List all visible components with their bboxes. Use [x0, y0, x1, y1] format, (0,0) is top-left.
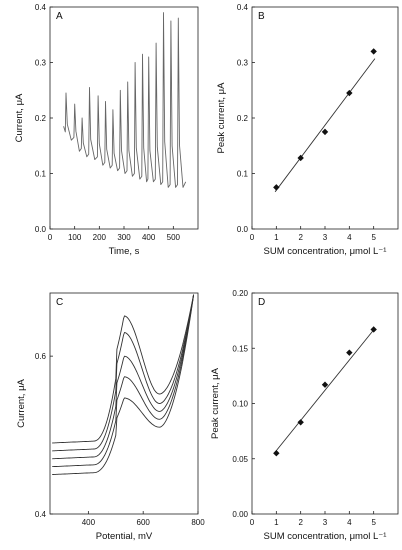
data-point [297, 154, 304, 162]
fit-line [274, 328, 376, 453]
x-tick-label: 4 [347, 518, 352, 527]
plot-frame [251, 6, 399, 230]
x-tick-label: 200 [93, 233, 107, 242]
y-tick-label: 0.05 [232, 455, 248, 464]
panel-label: B [258, 11, 265, 22]
data-point [370, 326, 377, 333]
x-tick-label: 400 [142, 233, 156, 242]
y-tick-label: 0.1 [237, 170, 249, 179]
y-tick-label: 0.00 [232, 510, 248, 519]
panel-d: 0 1 2 3 4 5 0.00 0.05 0.10 0.15 0.20 D SUM concentra… [210, 289, 399, 542]
y-tick-label: 0.4 [237, 3, 249, 12]
y-tick-label: 0.3 [35, 59, 47, 68]
y-tick-label: 0.1 [35, 170, 47, 179]
data-point [346, 349, 353, 356]
data-point [370, 48, 377, 55]
x-tick-label: 3 [323, 518, 328, 527]
y-tick-label: 0.0 [237, 225, 249, 234]
voltammogram-curve [52, 294, 195, 468]
x-tick-label: 1 [274, 233, 279, 242]
panel-label: D [258, 297, 265, 308]
x-tick-label: 400 [82, 518, 96, 527]
current-trace [63, 12, 187, 188]
panel-c: 400 600 800 0.4 0.6 C Potential, mV Current, μA [16, 292, 205, 542]
y-tick-label: 0.10 [232, 400, 248, 409]
y-tick-label: 0.6 [35, 352, 47, 361]
data-point [346, 89, 353, 97]
x-tick-label: 0 [250, 233, 255, 242]
x-tick-label: 500 [167, 233, 181, 242]
x-tick-label: 1 [274, 518, 279, 527]
y-tick-label: 0.2 [237, 114, 249, 123]
panel-label: C [56, 297, 63, 308]
x-axis-label: Potential, mV [96, 531, 153, 542]
plot-frame [49, 6, 199, 230]
y-tick-label: 0.4 [35, 510, 47, 519]
x-tick-label: 2 [298, 233, 303, 242]
y-tick-label: 0.15 [232, 344, 248, 353]
panel-label: A [56, 11, 63, 22]
x-tick-label: 4 [347, 233, 352, 242]
x-tick-label: 2 [298, 518, 303, 527]
y-tick-label: 0.3 [237, 59, 249, 68]
voltammogram-curve [52, 294, 195, 475]
y-axis-label: Current, μA [14, 93, 25, 142]
voltammogram-curve [52, 294, 195, 460]
data-point [321, 128, 329, 136]
panel-a: 0 100 200 300 400 500 0.0 0.1 0.2 0.3 0.4 A Time, s C… [14, 3, 199, 257]
x-tick-label: 3 [323, 233, 328, 242]
y-axis-label: Current, μA [16, 378, 27, 427]
y-tick-label: 0.4 [35, 3, 47, 12]
data-point [273, 184, 280, 191]
plot-frame [49, 292, 199, 515]
plot-frame [251, 292, 399, 515]
x-axis-label: SUM concentration, μmol L⁻¹ [264, 531, 387, 542]
voltammogram-curve [52, 294, 195, 444]
data-point [321, 381, 329, 388]
x-tick-label: 600 [137, 518, 151, 527]
x-tick-label: 0 [48, 233, 53, 242]
x-axis-label: Time, s [109, 246, 140, 257]
y-axis-label: Peak current, μA [210, 367, 221, 439]
voltammogram-curve [52, 294, 195, 452]
y-tick-label: 0.0 [35, 225, 47, 234]
x-axis-label: SUM concentration, μmol L⁻¹ [264, 246, 387, 257]
x-tick-label: 100 [68, 233, 82, 242]
x-tick-label: 300 [117, 233, 131, 242]
x-tick-label: 5 [371, 233, 376, 242]
panel-b: 0 1 2 3 4 5 0.0 0.1 0.2 0.3 0.4 B SUM concentration,… [216, 3, 399, 257]
data-point [297, 419, 304, 426]
fit-line [274, 58, 376, 193]
y-tick-label: 0.20 [232, 289, 248, 298]
x-tick-label: 800 [191, 518, 205, 527]
y-axis-label: Peak current, μA [216, 82, 227, 154]
x-tick-label: 0 [250, 518, 255, 527]
y-tick-label: 0.2 [35, 114, 47, 123]
data-point [273, 450, 280, 457]
x-tick-label: 5 [371, 518, 376, 527]
